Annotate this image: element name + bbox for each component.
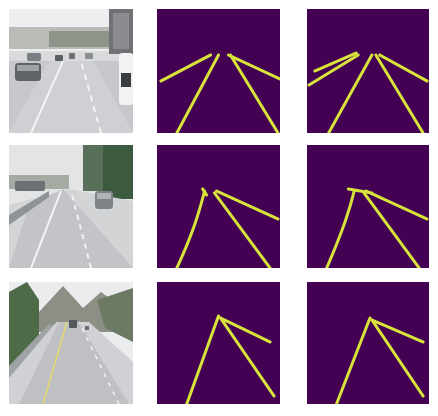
ground-truth-lane-mask-row-1	[157, 9, 280, 133]
predicted-lane-mask-row-2	[307, 145, 429, 268]
road-photo-row-2	[9, 145, 133, 268]
road-photo-row-1	[9, 9, 133, 133]
road-photo-row-3	[9, 282, 133, 404]
predicted-lane-mask-row-3	[307, 282, 429, 404]
predicted-lane-mask-row-1	[307, 9, 429, 133]
ground-truth-lane-mask-row-3	[157, 282, 280, 404]
ground-truth-lane-mask-row-2	[157, 145, 280, 268]
